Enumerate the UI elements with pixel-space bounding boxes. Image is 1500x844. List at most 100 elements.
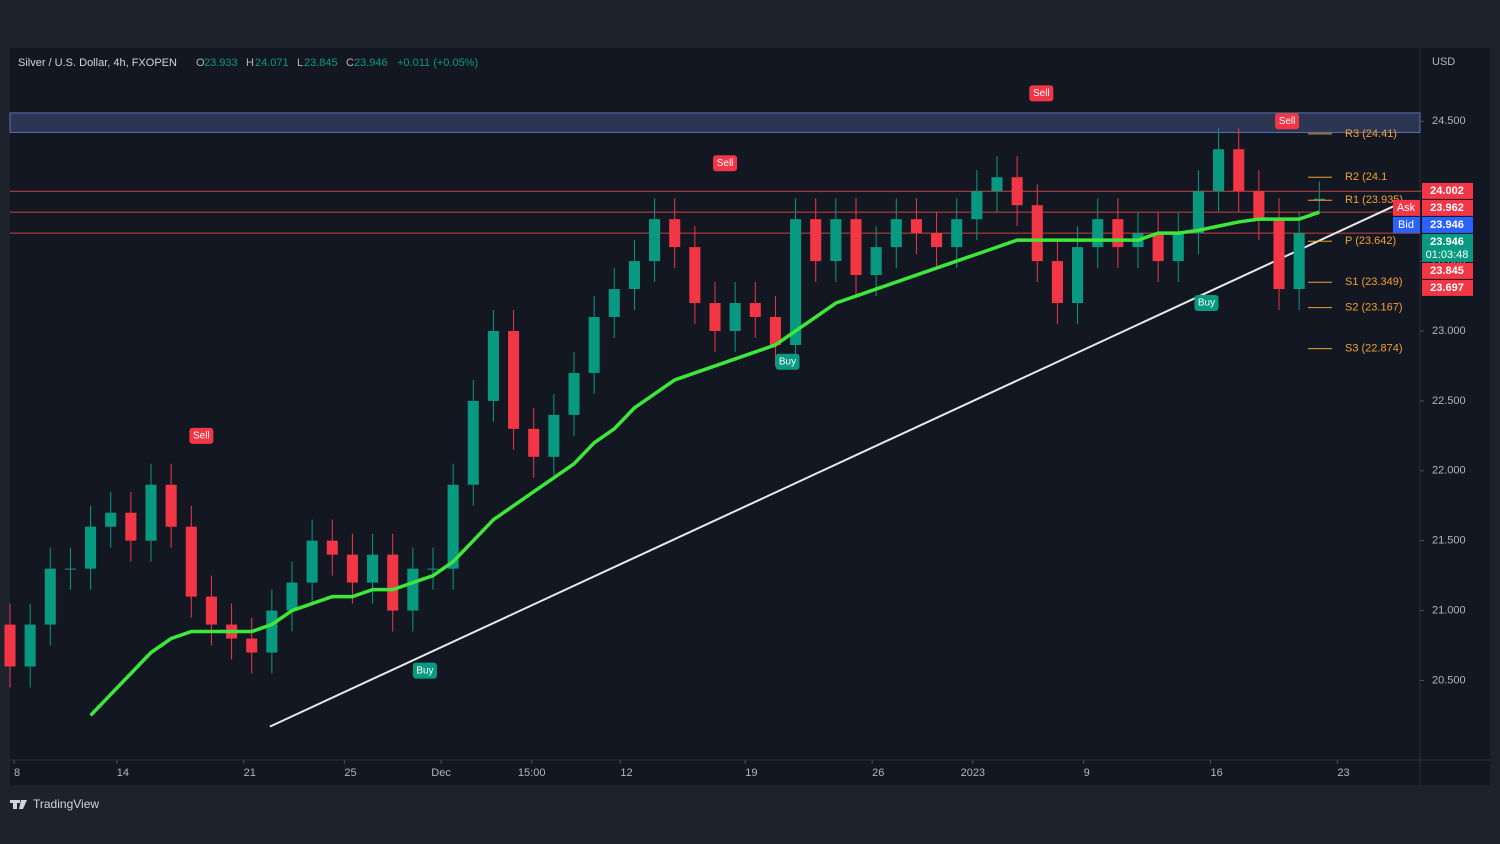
candle-body: [1293, 233, 1305, 290]
candle-body: [910, 219, 922, 234]
candle-body: [185, 526, 197, 597]
low-label: L: [297, 57, 303, 69]
candle-body: [810, 219, 822, 262]
signal: Sell: [1029, 85, 1054, 102]
price-badge-value: 23.946: [1430, 236, 1464, 248]
candle-body: [689, 247, 701, 304]
candle-body: [850, 219, 862, 276]
candle-body: [951, 219, 963, 248]
price-badge: [1422, 182, 1473, 199]
candle-body: [85, 526, 97, 569]
y-tick-label: 24.500: [1432, 115, 1466, 127]
candle-body: [749, 303, 761, 318]
candle-body: [528, 428, 540, 457]
candle-body: [1051, 261, 1063, 304]
candle-body: [1092, 219, 1104, 248]
signal-box: [713, 155, 738, 172]
x-tick-label: Dec: [431, 767, 451, 779]
high-label: H: [246, 57, 254, 69]
price-badge-value: 23.697: [1430, 282, 1464, 294]
candle-body: [830, 219, 842, 262]
candle-body: [4, 624, 16, 667]
candle-body: [306, 540, 318, 583]
y-tick-label: 21.000: [1432, 604, 1466, 616]
signal: Buy: [1194, 295, 1219, 312]
x-tick-label: 16: [1211, 767, 1223, 779]
x-tick-label: 21: [244, 767, 256, 779]
candle-body: [508, 330, 520, 429]
signal-box: [1029, 85, 1054, 102]
x-tick-label: 14: [117, 767, 129, 779]
price-tag: Ask: [1397, 202, 1416, 214]
candle-body: [24, 624, 36, 667]
candle-body: [649, 219, 661, 262]
price-badge-value: 23.962: [1430, 202, 1464, 214]
signal-label: Sell: [1033, 88, 1050, 99]
signal-label: Buy: [1198, 298, 1215, 309]
signal-box: [189, 427, 214, 444]
candle-body: [608, 289, 620, 318]
candle-body: [105, 512, 117, 527]
change: +0.011 (+0.05%): [397, 57, 478, 69]
candle-body: [548, 414, 560, 457]
price-tag-box: [1393, 199, 1420, 216]
pivot-label: S3 (22.874): [1345, 343, 1402, 355]
candle-body: [487, 330, 499, 401]
candle-body: [870, 247, 882, 276]
x-tick-label: 15:00: [518, 767, 546, 779]
price-badge: [1422, 199, 1473, 216]
candle-body: [165, 484, 177, 527]
candle-body: [1233, 149, 1245, 192]
candle-body: [125, 512, 137, 541]
candle-body: [729, 303, 741, 331]
low-value: 23.845: [304, 57, 338, 69]
x-tick-label: 12: [620, 767, 632, 779]
price-badge: [1422, 216, 1473, 233]
candle-body: [1011, 177, 1023, 206]
candle-body: [568, 372, 580, 415]
candle-body: [709, 303, 721, 331]
moving-average: [89, 210, 1320, 717]
candle-body: [427, 568, 439, 570]
signal: Sell: [189, 427, 214, 444]
x-tick-label: 2023: [961, 767, 985, 779]
candle-body: [628, 261, 640, 290]
candle-body: [286, 582, 298, 611]
header: Silver / U.S. Dollar, 4h, FXOPEN O 23.93…: [18, 57, 478, 69]
candle-body: [890, 219, 902, 248]
candle-body: [205, 596, 217, 625]
candle-body: [467, 400, 479, 485]
candle-body: [1213, 149, 1225, 192]
signal-label: Buy: [779, 356, 796, 367]
candle-body: [971, 191, 983, 220]
close-value: 23.946: [354, 57, 388, 69]
signal: Sell: [1275, 113, 1300, 130]
candle-body: [1072, 247, 1084, 304]
signal: Buy: [412, 662, 437, 679]
x-tick-label: 23: [1337, 767, 1349, 779]
signal: Sell: [713, 155, 738, 172]
signal-box: [1194, 295, 1219, 312]
price-badge: [1422, 233, 1473, 262]
candle-body: [1152, 233, 1164, 262]
candle-body: [64, 568, 76, 570]
candle-body: [1172, 233, 1184, 262]
x-tick-label: 9: [1084, 767, 1090, 779]
signal-box: [775, 353, 800, 370]
symbol-title: Silver / U.S. Dollar, 4h, FXOPEN: [18, 57, 177, 69]
y-tick-label: 22.000: [1432, 465, 1466, 477]
candle-body: [1192, 191, 1204, 234]
candle-body: [367, 554, 379, 583]
signal: Buy: [775, 353, 800, 370]
pivot-label: S1 (23.349): [1345, 276, 1402, 288]
price-countdown: 01:03:48: [1426, 249, 1469, 261]
x-tick-label: 25: [344, 767, 356, 779]
candle-body: [447, 484, 459, 569]
resistance-band: [9, 112, 1421, 133]
y-tick-label: 23.000: [1432, 325, 1466, 337]
price-badge: [1422, 279, 1473, 296]
candle-body: [1313, 198, 1325, 201]
signal-label: Sell: [1279, 116, 1296, 127]
candle-body: [407, 568, 419, 611]
